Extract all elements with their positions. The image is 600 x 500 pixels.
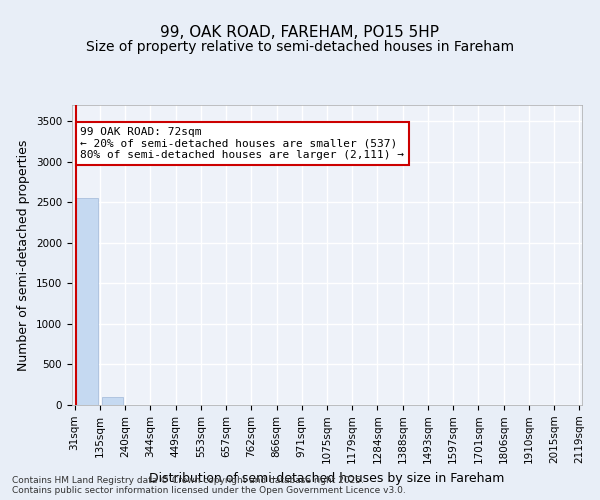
Text: Size of property relative to semi-detached houses in Fareham: Size of property relative to semi-detach… xyxy=(86,40,514,54)
X-axis label: Distribution of semi-detached houses by size in Fareham: Distribution of semi-detached houses by … xyxy=(149,472,505,485)
Text: Contains HM Land Registry data © Crown copyright and database right 2025.
Contai: Contains HM Land Registry data © Crown c… xyxy=(12,476,406,495)
Text: 99, OAK ROAD, FAREHAM, PO15 5HP: 99, OAK ROAD, FAREHAM, PO15 5HP xyxy=(161,25,439,40)
Bar xyxy=(76,198,98,405)
Y-axis label: Number of semi-detached properties: Number of semi-detached properties xyxy=(17,140,31,370)
Text: 99 OAK ROAD: 72sqm
← 20% of semi-detached houses are smaller (537)
80% of semi-d: 99 OAK ROAD: 72sqm ← 20% of semi-detache… xyxy=(80,127,404,160)
Bar xyxy=(101,397,123,405)
